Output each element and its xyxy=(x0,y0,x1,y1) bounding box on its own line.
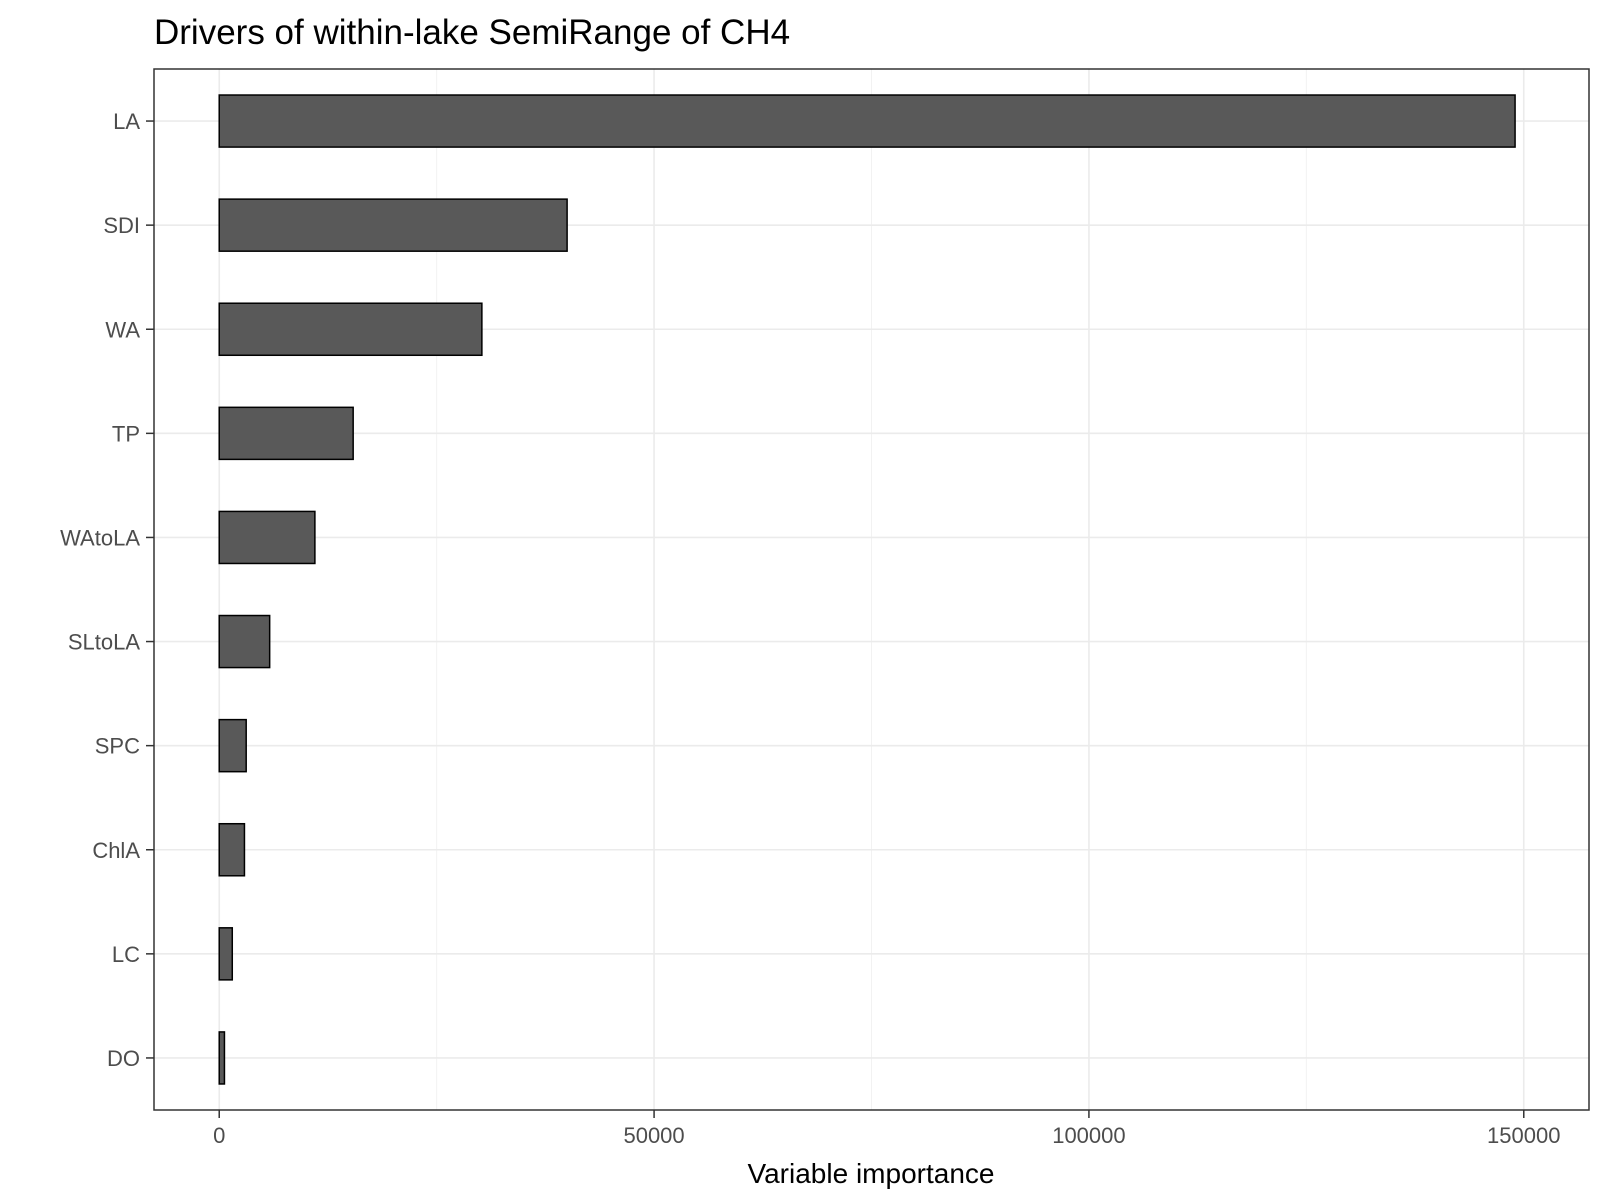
y-tick-label-sltola: SLtoLA xyxy=(68,630,140,655)
y-tick-label-chla: ChlA xyxy=(92,838,140,863)
x-tick-label: 150000 xyxy=(1487,1123,1560,1148)
x-tick-label: 50000 xyxy=(623,1123,684,1148)
bar-sdi xyxy=(218,198,568,252)
bars xyxy=(218,94,1516,1085)
y-axis-ticks: LA SDI WA TP WAtoLA SLtoLA SPC ChlA LC DO xyxy=(60,109,154,1071)
chart-title: Drivers of within-lake SemiRange of CH4 xyxy=(154,13,790,52)
bar-spc xyxy=(218,718,247,773)
x-tick-label: 0 xyxy=(213,1123,225,1148)
bar-do xyxy=(218,1031,226,1085)
x-axis-title: Variable importance xyxy=(748,1158,995,1189)
y-tick-label-watola: WAtoLA xyxy=(60,525,140,550)
x-tick-label: 100000 xyxy=(1052,1123,1125,1148)
bar-watola xyxy=(218,510,316,565)
y-tick-label-la: LA xyxy=(113,109,140,134)
bar-tp xyxy=(218,406,354,461)
y-tick-label-do: DO xyxy=(107,1046,140,1071)
y-tick-label-lc: LC xyxy=(112,942,140,967)
y-tick-label-sdi: SDI xyxy=(103,213,140,238)
x-axis-ticks: 0 50000 100000 150000 xyxy=(213,1110,1560,1148)
bar-lc xyxy=(218,927,234,981)
plot-panel-border xyxy=(153,68,1590,1111)
y-tick-label-tp: TP xyxy=(112,421,140,446)
bar-sltola xyxy=(218,614,271,669)
y-tick-label-wa: WA xyxy=(105,317,140,342)
bar-wa xyxy=(218,302,483,357)
bar-la xyxy=(218,94,1516,148)
y-tick-label-spc: SPC xyxy=(95,734,140,759)
bar-chla xyxy=(218,822,246,877)
